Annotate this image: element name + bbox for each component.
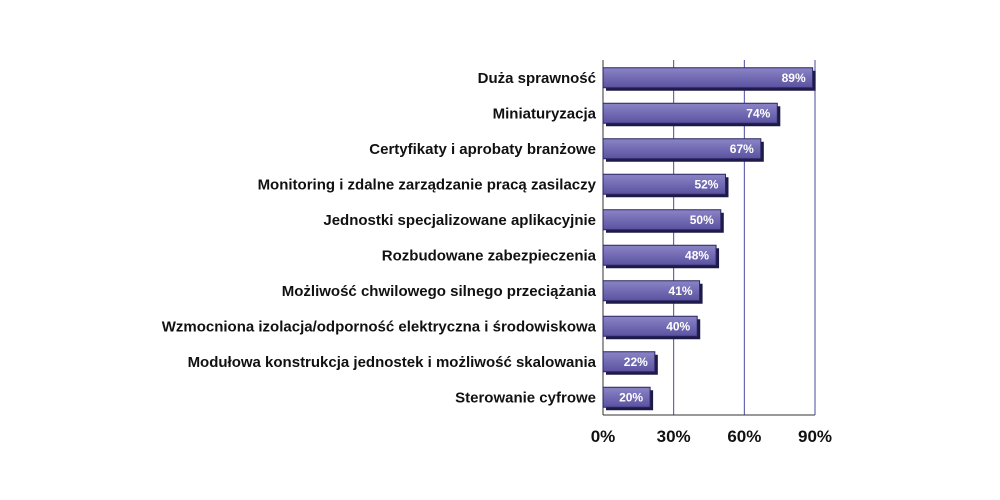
bar-shadow	[606, 390, 654, 411]
bar-shadow	[606, 141, 764, 162]
bar-4: 52%	[602, 173, 729, 198]
bar-shadow	[606, 283, 703, 304]
bar-8: 40%	[602, 315, 701, 340]
x-tick-label: 0%	[591, 427, 616, 446]
bar-rect	[602, 102, 778, 124]
category-label: Sterowanie cyfrowe	[455, 389, 596, 406]
bar-shadow	[606, 212, 724, 233]
tick-labels: 0% 30% 60% 90%	[591, 427, 832, 446]
category-label: Duża sprawność	[478, 70, 596, 87]
data-label: 40%	[666, 319, 690, 333]
category-label: Możliwość chwilowego silnego przeciążani…	[282, 283, 597, 300]
bar-shadow	[606, 248, 720, 269]
bar-rect	[602, 209, 722, 231]
category-label: Modułowa konstrukcja jednostek i możliwo…	[188, 354, 597, 371]
category-labels: Duża sprawność Miniaturyzacja Certyfikaty …	[162, 70, 597, 407]
bar-shadow	[606, 354, 658, 375]
bar-shadow	[606, 177, 729, 198]
data-label: 67%	[730, 142, 754, 156]
bar-10: 20%	[602, 386, 654, 411]
bar-9: 22%	[602, 351, 658, 375]
bar-5: 50%	[602, 209, 724, 233]
bar-rect	[602, 244, 717, 266]
bar-rect	[602, 138, 762, 160]
bar-6: 48%	[602, 244, 720, 269]
bar-rect	[602, 351, 656, 373]
x-tick-label: 90%	[798, 427, 832, 446]
bar-7: 41%	[602, 280, 703, 304]
category-label: Certyfikaty i aprobaty branżowe	[369, 141, 596, 158]
bar-rect	[602, 280, 701, 302]
bar-rect	[602, 173, 726, 195]
bar-3: 67%	[602, 138, 764, 162]
data-label: 22%	[624, 355, 648, 369]
data-label: 41%	[669, 284, 693, 298]
x-tick-label: 30%	[657, 427, 691, 446]
data-label: 52%	[694, 177, 718, 191]
category-label: Jednostki specjalizowane aplikacyjnie	[323, 212, 596, 229]
bar-2: 74%	[602, 102, 781, 127]
data-label: 50%	[690, 213, 714, 227]
data-label: 20%	[619, 390, 643, 404]
bar-1: 89%	[602, 67, 816, 91]
category-label: Monitoring i zdalne zarządzanie pracą za…	[258, 176, 597, 193]
bar-rect	[602, 67, 814, 89]
bars: 89% 74% 67% 52% 50% 48% 41% 40% 22% 20%	[602, 67, 816, 411]
category-label: Wzmocniona izolacja/odporność elektryczn…	[162, 318, 597, 335]
bar-shadow	[606, 70, 816, 91]
data-label: 89%	[782, 71, 806, 85]
data-label: 74%	[746, 106, 770, 120]
data-label: 48%	[685, 248, 709, 262]
bar-shadow	[606, 319, 701, 340]
category-label: Miniaturyzacja	[493, 105, 597, 122]
bar-rect	[602, 386, 651, 408]
category-label: Rozbudowane zabezpieczenia	[382, 247, 597, 264]
x-tick-label: 60%	[727, 427, 761, 446]
bar-shadow	[606, 106, 781, 127]
bar-rect	[602, 315, 698, 337]
